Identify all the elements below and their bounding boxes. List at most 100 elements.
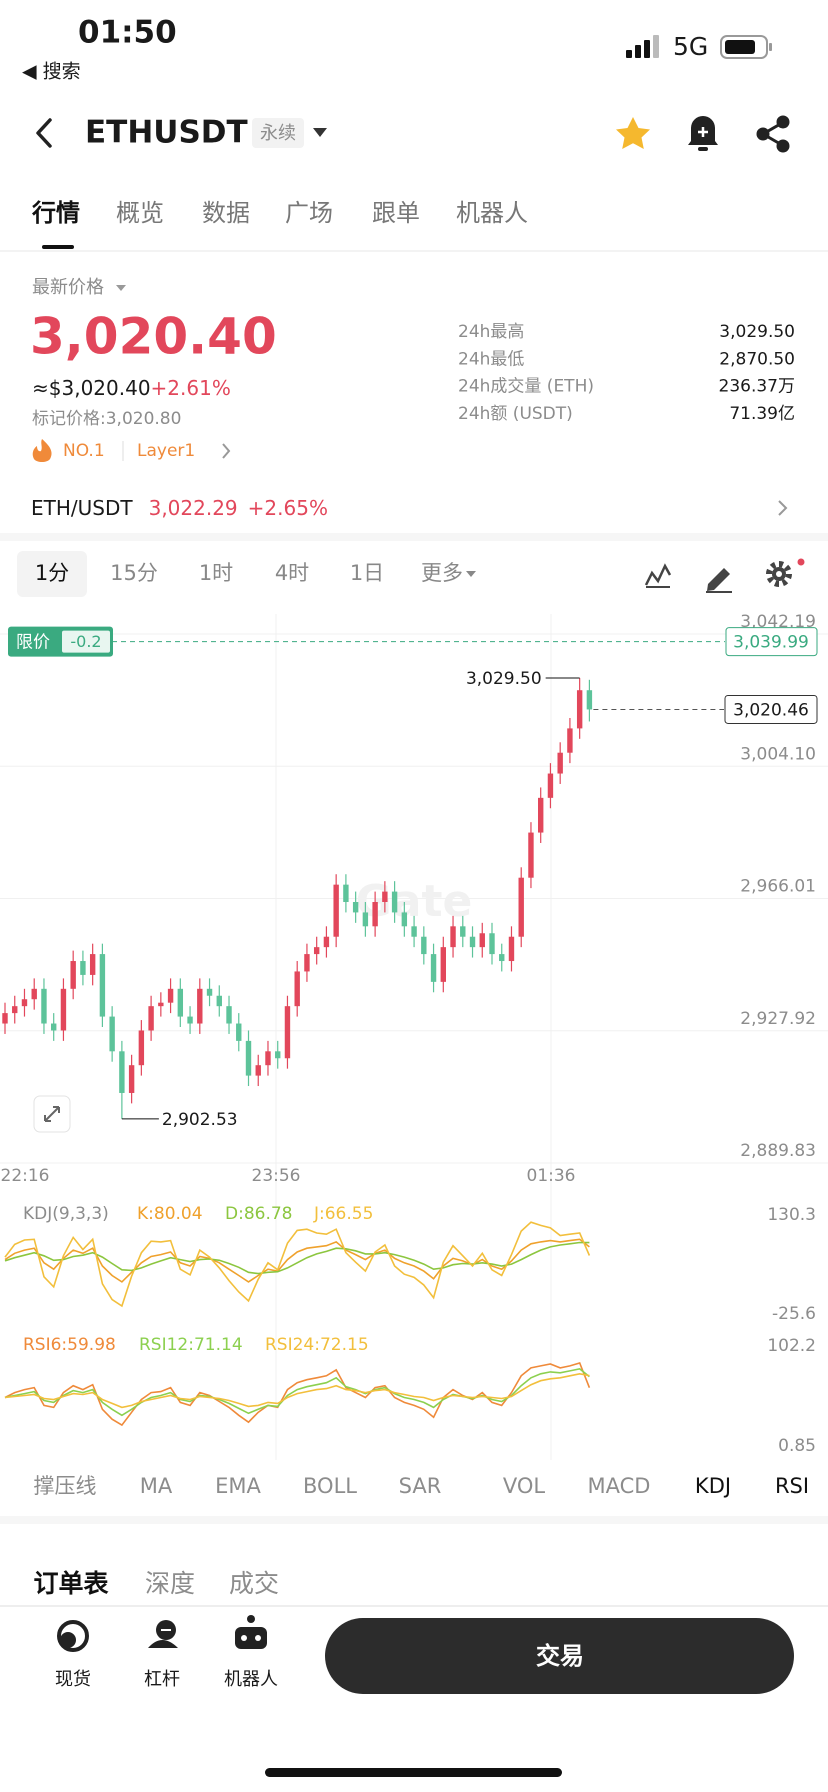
- indicator-tool[interactable]: [644, 563, 672, 586]
- limit-price-box: [725, 627, 818, 657]
- indicator-tab[interactable]: BOLL: [303, 1474, 357, 1498]
- interval-tab[interactable]: 15分: [110, 561, 158, 585]
- section-gap: [0, 533, 828, 541]
- indicator-tab[interactable]: MACD: [588, 1474, 651, 1498]
- order-tab[interactable]: 深度: [145, 1569, 195, 1598]
- candle-body: [576, 690, 583, 729]
- stat-value: 3,029.50: [719, 322, 795, 342]
- trade-label: 交易: [536, 1642, 584, 1670]
- candle-body: [508, 936, 515, 962]
- tab[interactable]: 跟单: [372, 199, 420, 227]
- interval-tab[interactable]: 1分: [35, 561, 69, 585]
- tab[interactable]: 数据: [202, 199, 250, 227]
- indicator-tab[interactable]: KDJ: [695, 1474, 731, 1498]
- candle-body: [119, 1051, 125, 1093]
- tab[interactable]: 行情: [31, 199, 80, 227]
- time-label: 01:36: [527, 1166, 576, 1186]
- candle-body: [31, 988, 37, 1000]
- candle-body: [313, 947, 320, 955]
- network-label: 5G: [673, 32, 708, 61]
- legend-entry: D:86.78: [225, 1204, 293, 1224]
- contract-badge: [252, 118, 304, 148]
- rank-badge: NO.1: [63, 441, 105, 461]
- indicator-title: KDJ(9,3,3): [23, 1204, 109, 1224]
- candle-body: [41, 988, 47, 1024]
- nav-label[interactable]: 现货: [55, 1669, 91, 1690]
- order-tabs: 订单表 深度 成交: [33, 1569, 279, 1598]
- candle-body: [21, 999, 28, 1007]
- order-tab[interactable]: 订单表: [33, 1569, 109, 1598]
- interval-tab[interactable]: 4时: [275, 561, 309, 585]
- indicator-tab[interactable]: 撑压线: [34, 1474, 97, 1498]
- candle-body: [226, 1006, 232, 1024]
- draw-tool[interactable]: [707, 568, 730, 591]
- symbol[interactable]: ETHUSDT: [85, 115, 248, 151]
- nav-label[interactable]: 机器人: [224, 1669, 278, 1690]
- indicator-tab[interactable]: SAR: [399, 1474, 442, 1498]
- candle-body: [391, 891, 398, 913]
- spot-pair: ETH/USDT: [31, 496, 133, 520]
- order-tab[interactable]: 成交: [229, 1569, 279, 1598]
- candle-body: [206, 988, 213, 996]
- indicator-tab[interactable]: VOL: [503, 1474, 546, 1498]
- y-tick-label: 102.2: [767, 1336, 816, 1356]
- trade-button[interactable]: [325, 1618, 794, 1694]
- stat-label: 24h最高: [458, 322, 524, 342]
- tab[interactable]: 机器人: [456, 199, 528, 227]
- candle-body: [538, 797, 544, 833]
- candle-body: [323, 936, 330, 948]
- candle-body: [2, 1013, 8, 1024]
- candle-body: [99, 954, 106, 1017]
- bottom-nav: 现货 杠杆 机器人: [55, 1669, 278, 1690]
- tab[interactable]: 广场: [285, 199, 333, 227]
- nav-label[interactable]: 杠杆: [144, 1669, 180, 1690]
- candle-body: [128, 1065, 135, 1093]
- price-label-dropdown[interactable]: [116, 285, 126, 291]
- interval-tab[interactable]: 1时: [199, 561, 233, 585]
- indicator-tab[interactable]: MA: [140, 1474, 173, 1498]
- more-dropdown[interactable]: [466, 571, 476, 577]
- stats-24h: 24h最高 3,029.50 24h最低 2,870.50 24h成交量 (ETH) 23…: [458, 322, 795, 424]
- y-tick-label: 2,966.01: [740, 877, 816, 897]
- indicator-line: [4, 1372, 590, 1409]
- legend-entry: RSI12:71.14: [139, 1335, 243, 1355]
- interval-tab[interactable]: 更多: [421, 561, 463, 585]
- change-percent: +2.61%: [151, 376, 231, 400]
- spot-pair-row[interactable]: ETH/USDT 3,022.29 +2.65%: [31, 496, 328, 520]
- spot-icon[interactable]: [57, 1620, 89, 1652]
- tab-underline: [42, 245, 74, 249]
- battery-icon: [720, 35, 772, 59]
- share-button[interactable]: [756, 115, 790, 153]
- sector-arrow[interactable]: [222, 443, 231, 459]
- candle-body: [148, 1006, 154, 1031]
- candle-body: [586, 690, 593, 710]
- sector-tag[interactable]: Layer1: [137, 441, 195, 461]
- settings-tool[interactable]: [766, 561, 792, 587]
- indicator-tab[interactable]: EMA: [215, 1474, 261, 1498]
- interval-tab[interactable]: 1日: [350, 561, 384, 585]
- candle-body: [70, 961, 76, 989]
- usd-price-row: ≈$3,020.40+2.61%: [32, 376, 231, 400]
- back-button[interactable]: [36, 118, 52, 148]
- indicator-tab[interactable]: RSI: [775, 1474, 809, 1498]
- margin-icon[interactable]: [148, 1620, 178, 1648]
- y-tick-label: 2,927.92: [740, 1009, 816, 1029]
- legend-entry: RSI24:72.15: [265, 1335, 369, 1355]
- candle-body: [352, 902, 359, 913]
- favorite-star[interactable]: [616, 117, 650, 149]
- spot-arrow[interactable]: [778, 500, 788, 516]
- stat-value: 2,870.50: [719, 349, 795, 369]
- alert-bell[interactable]: [688, 116, 718, 151]
- candle-body: [284, 1006, 291, 1059]
- chart-tools: [644, 558, 805, 593]
- tab[interactable]: 概览: [116, 199, 164, 227]
- bot-icon[interactable]: [235, 1615, 267, 1649]
- symbol-dropdown[interactable]: [313, 128, 327, 137]
- candle-body: [197, 988, 203, 1024]
- candle-body: [343, 884, 349, 903]
- stat-label: 24h额 (USDT): [458, 404, 573, 424]
- back-to-app[interactable]: ◀ 搜索: [22, 61, 81, 83]
- candle-body: [401, 912, 408, 927]
- candle-body: [372, 902, 378, 927]
